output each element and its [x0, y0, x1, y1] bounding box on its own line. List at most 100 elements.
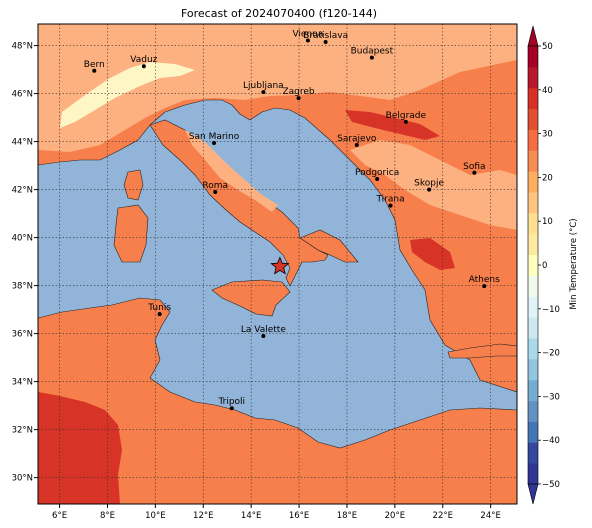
city-label: Bratislava — [303, 31, 348, 41]
colorbar-segment — [528, 46, 538, 68]
colorbar-segment — [528, 66, 538, 89]
city-label: Vienna — [292, 30, 323, 40]
region-light-apennines — [185, 130, 278, 212]
colorbar-extend-top — [527, 25, 539, 47]
lon-tick-label: 8°E — [100, 511, 115, 521]
city-label: Tunis — [147, 303, 171, 313]
lon-tick-label: 16°E — [289, 511, 309, 521]
lat-tick-label: 36°N — [12, 330, 33, 340]
colorbar-label: Min Temperature (°C) — [569, 218, 579, 309]
colorbar-segment — [528, 233, 538, 256]
colorbar-segment — [528, 421, 538, 443]
map-frame — [37, 23, 518, 505]
city-dot — [296, 96, 301, 101]
colorbar-tick-label: 20 — [542, 173, 553, 183]
city-dot — [482, 284, 487, 289]
lon-tick-label: 20°E — [385, 511, 405, 521]
colorbar-tick-label: 40 — [542, 86, 553, 96]
city-label: La Valette — [241, 325, 286, 335]
land-sardinia — [113, 204, 149, 263]
city-dot — [229, 406, 234, 411]
colorbar-segment — [528, 87, 538, 110]
city-dot — [261, 90, 266, 95]
lat-tick-label: 48°N — [12, 42, 33, 52]
latitude-axis: 48°N 46°N 44°N 42°N 40°N 38°N 36°N 34°N 32°N 30°N — [12, 42, 38, 484]
colorbar-segment — [528, 400, 538, 422]
colorbar-segment — [528, 171, 538, 193]
city-label: Skopje — [414, 179, 444, 189]
city-dot — [375, 177, 380, 182]
city-label: Sofia — [463, 162, 485, 172]
lat-tick-label: 46°N — [12, 90, 33, 100]
city-label: Athens — [469, 275, 500, 285]
city-label: San Marino — [189, 132, 240, 142]
colorbar-segment — [528, 212, 538, 235]
lat-tick-label: 32°N — [12, 426, 33, 436]
colorbar-tick-label: 30 — [542, 130, 553, 140]
city-dot — [261, 334, 266, 338]
city-dot — [92, 68, 97, 73]
region-red-hungary — [345, 110, 440, 140]
city-label: Budapest — [351, 47, 394, 57]
lat-tick-label: 30°N — [12, 474, 33, 484]
region-red-greece — [410, 238, 455, 270]
city-label: Tirana — [375, 195, 404, 205]
region-red-algeria — [38, 392, 122, 504]
city-label: Roma — [202, 181, 228, 191]
colorbar-extend-bottom — [527, 483, 539, 505]
lon-tick-label: 18°E — [337, 511, 357, 521]
lon-tick-label: 6°E — [52, 511, 67, 521]
city-dot — [369, 55, 374, 60]
lat-tick-label: 40°N — [12, 234, 33, 244]
city-dot — [388, 203, 393, 208]
colorbar-segment — [528, 275, 538, 297]
land-crete — [447, 343, 517, 359]
lat-tick-label: 34°N — [12, 378, 33, 388]
city-dot — [213, 190, 218, 194]
colorbar-segment — [528, 317, 538, 339]
colorbar-segment — [528, 296, 538, 318]
star-marker — [270, 256, 290, 275]
graticule — [38, 24, 517, 504]
colorbar-tick-label: 50 — [542, 42, 553, 52]
longitude-axis: 6°E 8°E 10°E 12°E 14°E 16°E 18°E 20°E 22°E 24°E — [52, 504, 501, 521]
colorbar-tick-label: −10 — [542, 305, 560, 315]
colorbar-tick-label: −20 — [542, 349, 560, 359]
colorbar-segment — [528, 254, 538, 276]
lat-tick-label: 38°N — [12, 282, 33, 292]
city-dot — [141, 64, 146, 69]
city-dot — [212, 141, 217, 146]
city-dot — [305, 38, 310, 43]
colorbar-tick-label: 10 — [542, 217, 553, 227]
lon-tick-label: 24°E — [480, 511, 500, 521]
lat-tick-label: 42°N — [12, 186, 33, 196]
colorbar-segment — [528, 129, 538, 151]
city-label: Ljubljana — [243, 81, 284, 91]
region-light-north — [38, 24, 517, 152]
colorbar-tick-label: −40 — [542, 436, 560, 446]
lon-tick-label: 12°E — [193, 511, 213, 521]
region-light-balkans — [350, 140, 517, 230]
colorbar-segment — [528, 338, 538, 360]
city-label: Tripoli — [217, 397, 245, 407]
city-dot — [427, 187, 432, 192]
land-apulia — [299, 229, 359, 263]
colorbar-segment — [528, 192, 538, 214]
lon-tick-label: 22°E — [433, 511, 453, 521]
city-dot — [403, 119, 408, 124]
land-north-africa — [38, 297, 517, 504]
lat-tick-label: 44°N — [12, 138, 33, 148]
city-label: Vaduz — [130, 55, 157, 65]
city-label: Sarajevo — [337, 134, 377, 144]
city-dot — [323, 40, 328, 44]
lon-tick-label: 10°E — [145, 511, 165, 521]
figure-title: Forecast of 2024070400 (f120-144) — [181, 7, 377, 20]
lon-tick-label: 14°E — [241, 511, 261, 521]
city-label: Bern — [84, 60, 105, 70]
city-label: Podgorica — [355, 168, 399, 178]
city-label: Zagreb — [282, 87, 314, 97]
colorbar-tick-label: 0 — [542, 261, 547, 271]
